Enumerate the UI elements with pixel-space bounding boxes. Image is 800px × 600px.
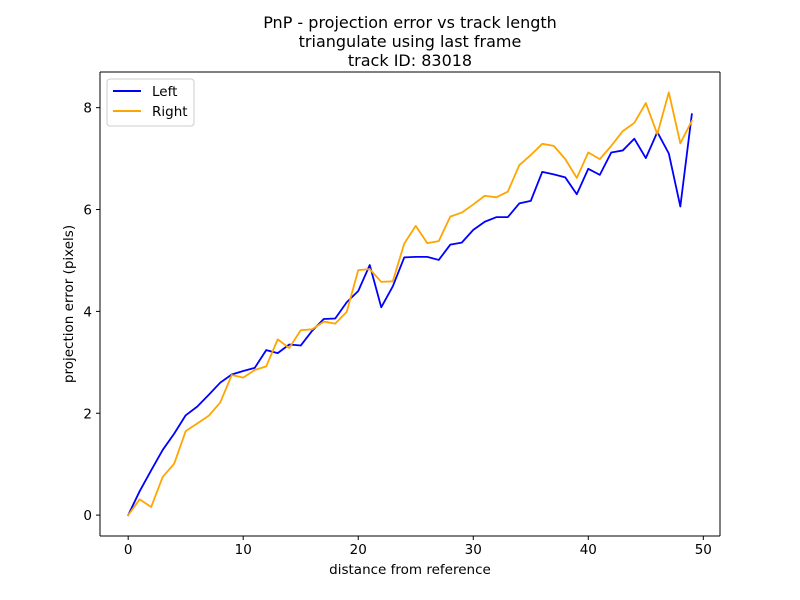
plot-area <box>100 72 720 536</box>
chart-title-line-3: track ID: 83018 <box>348 51 472 70</box>
y-axis-ticks: 0 2 4 6 8 <box>83 101 100 524</box>
x-tick-label: 20 <box>350 542 367 558</box>
y-tick-label: 6 <box>83 203 92 219</box>
legend-label-left: Left <box>152 84 177 100</box>
chart-title: PnP - projection error vs track length t… <box>263 13 557 70</box>
chart-title-line-2: triangulate using last frame <box>299 32 522 51</box>
y-tick-label: 2 <box>83 406 92 422</box>
x-axis-label: distance from reference <box>329 562 491 578</box>
y-tick-label: 4 <box>83 304 92 320</box>
y-axis-label: projection error (pixels) <box>61 225 77 383</box>
axes-frame <box>99 71 721 537</box>
legend-label-right: Right <box>152 104 188 120</box>
y-tick-label: 8 <box>83 101 92 117</box>
series-line-left <box>126 113 693 517</box>
x-tick-label: 0 <box>124 542 133 558</box>
legend: Left Right <box>106 78 195 127</box>
chart-title-line-1: PnP - projection error vs track length <box>263 13 557 32</box>
series-layer <box>126 91 694 517</box>
x-tick-label: 10 <box>235 542 252 558</box>
series-line-right <box>126 91 694 517</box>
x-axis-ticks: 0 10 20 30 40 50 <box>124 536 712 558</box>
y-tick-label: 0 <box>83 508 92 524</box>
x-tick-label: 30 <box>465 542 482 558</box>
x-tick-label: 40 <box>580 542 597 558</box>
x-tick-label: 50 <box>695 542 712 558</box>
